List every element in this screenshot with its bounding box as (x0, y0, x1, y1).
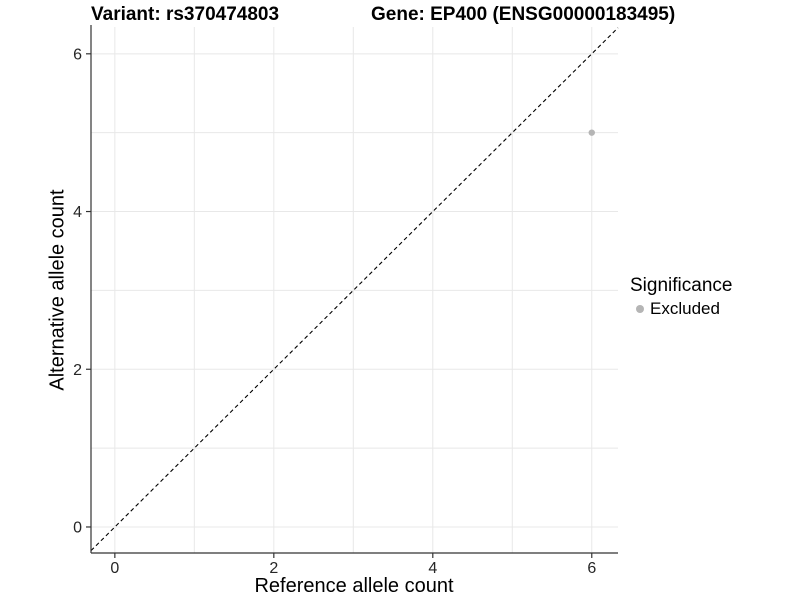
y-tick-label: 2 (73, 362, 82, 379)
variant-title: Variant: rs370474803 (91, 4, 280, 25)
x-tick-label: 4 (428, 560, 437, 577)
legend-item-label: Excluded (650, 299, 720, 318)
legend: Significance Excluded (630, 275, 732, 319)
y-tick-label: 4 (73, 204, 82, 221)
y-tick-label: 0 (73, 519, 82, 536)
x-tick-label: 6 (587, 560, 596, 577)
y-axis-title: Alternative allele count (46, 189, 69, 391)
y-tick-label: 6 (73, 46, 82, 63)
gene-title: Gene: EP400 (ENSG00000183495) (371, 4, 676, 25)
identity-line (90, 27, 619, 552)
x-axis-title: Reference allele count (254, 575, 454, 597)
x-tick-label: 2 (269, 560, 278, 577)
legend-title: Significance (630, 275, 733, 296)
legend-item-excluded: Excluded (630, 299, 732, 319)
data-point (588, 129, 595, 136)
x-tick-label: 0 (110, 560, 119, 577)
legend-point-icon (636, 305, 644, 313)
